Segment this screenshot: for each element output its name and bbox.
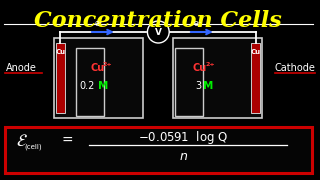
Bar	[251, 43, 260, 113]
Text: Cu: Cu	[193, 63, 207, 73]
Text: $-$0.0591  log Q: $-$0.0591 log Q	[138, 129, 228, 145]
Text: 3: 3	[195, 81, 201, 91]
Text: e⁻: e⁻	[95, 19, 103, 28]
Bar	[54, 38, 143, 118]
Text: Cu: Cu	[90, 63, 104, 73]
Bar	[56, 43, 65, 113]
Text: e⁻: e⁻	[194, 19, 202, 28]
Text: Concentration Cells: Concentration Cells	[35, 10, 282, 32]
Text: (cell): (cell)	[25, 144, 43, 150]
Text: 2+: 2+	[103, 62, 113, 66]
Text: 2+: 2+	[206, 62, 215, 66]
Text: M: M	[98, 81, 108, 91]
Bar	[76, 48, 104, 116]
Text: Cu: Cu	[56, 49, 66, 55]
Text: V: V	[155, 28, 162, 37]
Text: $\mathcal{E}$: $\mathcal{E}$	[16, 132, 28, 150]
Bar	[173, 38, 262, 118]
Text: M: M	[203, 81, 213, 91]
Text: Anode: Anode	[6, 63, 37, 73]
Text: =: =	[61, 134, 73, 148]
Text: Cu: Cu	[251, 49, 261, 55]
Circle shape	[148, 21, 169, 43]
Bar	[5, 127, 312, 173]
Text: n: n	[179, 150, 187, 163]
Bar	[175, 48, 203, 116]
Text: 0.2: 0.2	[79, 81, 94, 91]
Text: Cathode: Cathode	[275, 63, 315, 73]
